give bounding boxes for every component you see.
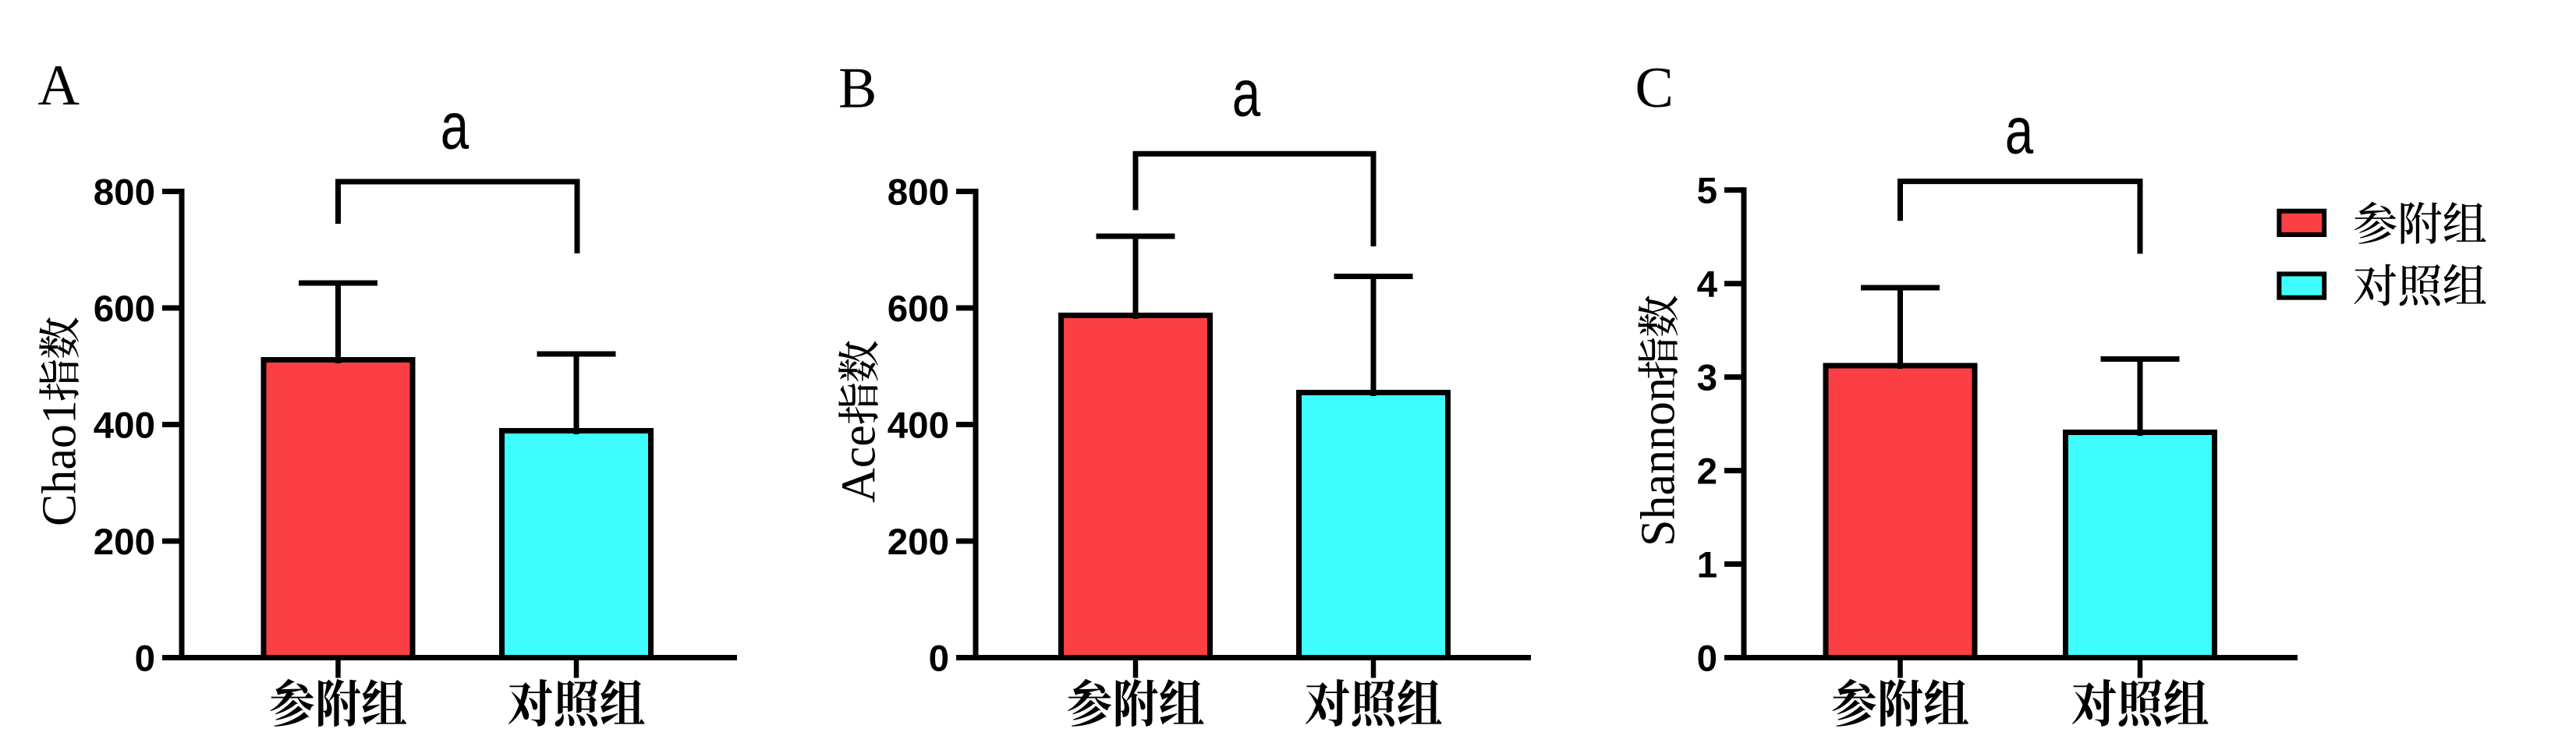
svg-text:B: B xyxy=(838,57,877,121)
svg-text:3: 3 xyxy=(1697,358,1717,399)
svg-text:200: 200 xyxy=(94,522,155,563)
svg-text:Chao1: Chao1 xyxy=(34,400,87,526)
svg-text:0: 0 xyxy=(135,639,155,680)
svg-text:800: 800 xyxy=(94,172,155,214)
svg-text:4: 4 xyxy=(1697,264,1718,306)
svg-text:5: 5 xyxy=(1697,171,1717,212)
svg-text:a: a xyxy=(2005,94,2034,168)
svg-text:C: C xyxy=(1635,56,1674,120)
svg-text:200: 200 xyxy=(888,522,949,563)
svg-text:0: 0 xyxy=(1697,639,1717,680)
svg-text:Shannon: Shannon xyxy=(1632,377,1685,547)
svg-text:600: 600 xyxy=(888,288,949,330)
svg-text:A: A xyxy=(38,54,80,118)
svg-text:2: 2 xyxy=(1697,451,1717,493)
svg-text:a: a xyxy=(441,90,469,163)
svg-text:400: 400 xyxy=(888,405,949,447)
svg-text:Ace: Ace xyxy=(832,425,885,503)
svg-text:0: 0 xyxy=(929,639,949,680)
svg-text:1: 1 xyxy=(1697,545,1717,586)
svg-text:400: 400 xyxy=(94,405,155,447)
svg-text:a: a xyxy=(1232,57,1261,130)
svg-text:600: 600 xyxy=(94,288,155,330)
svg-text:800: 800 xyxy=(888,172,949,214)
